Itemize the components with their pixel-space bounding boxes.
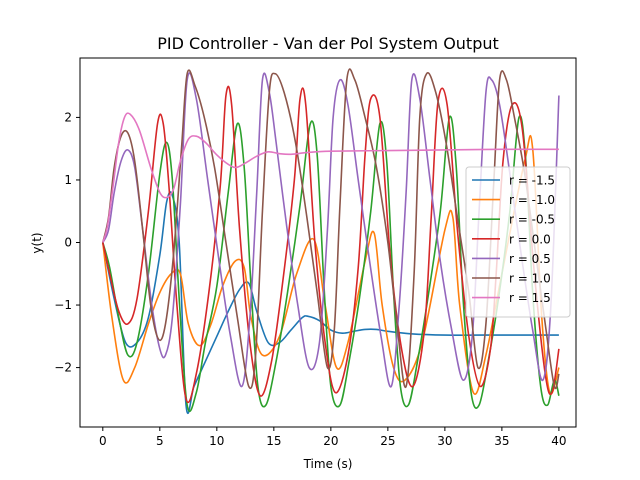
legend-label: r = 0.5 <box>509 252 551 266</box>
legend-label: r = -1.5 <box>509 174 555 188</box>
x-axis-label: Time (s) <box>303 457 353 471</box>
plot-area <box>102 68 560 415</box>
x-tick-label: 25 <box>380 434 395 448</box>
series-line-3 <box>102 85 560 404</box>
y-tick-label: −1 <box>54 298 72 312</box>
legend-label: r = 1.0 <box>509 272 551 286</box>
chart-title: PID Controller - Van der Pol System Outp… <box>157 34 499 53</box>
x-tick-label: 40 <box>551 434 566 448</box>
series-line-5 <box>102 68 560 390</box>
x-tick-label: 20 <box>323 434 338 448</box>
legend-label: r = -1.0 <box>509 193 555 207</box>
x-tick-label: 5 <box>156 434 164 448</box>
x-tick-label: 15 <box>266 434 281 448</box>
y-tick-label: −2 <box>54 361 72 375</box>
y-tick-label: 0 <box>64 236 72 250</box>
legend-label: r = 0.0 <box>509 232 551 246</box>
y-tick-label: 2 <box>64 110 72 124</box>
legend-box <box>465 166 571 318</box>
series-line-6 <box>102 112 559 243</box>
axes: 0 5 10 15 20 25 30 35 40 −2 −1 0 1 2 <box>54 57 577 448</box>
y-axis-label: y(t) <box>30 232 44 253</box>
series-line-0 <box>102 191 559 415</box>
x-tick-label: 10 <box>209 434 224 448</box>
x-tick-label: 35 <box>494 434 509 448</box>
y-tick-label: 1 <box>64 173 72 187</box>
legend: r = -1.5 r = -1.0 r = -0.5 r = 0.0 r = 0.5 r … <box>465 166 571 318</box>
legend-label: r = -0.5 <box>509 213 555 227</box>
series-line-4 <box>102 72 560 388</box>
legend-label: r = 1.5 <box>509 291 551 305</box>
x-tick-label: 0 <box>99 434 107 448</box>
x-tick-label: 30 <box>437 434 452 448</box>
